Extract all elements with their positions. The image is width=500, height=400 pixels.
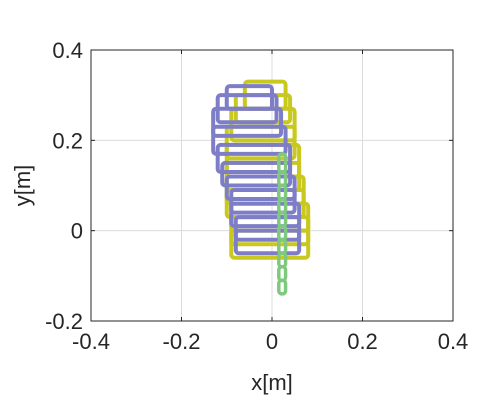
series-1-rect-6	[215, 142, 293, 174]
series-2-rect-8	[277, 170, 288, 188]
x-tick-label-4: 0.4	[438, 329, 469, 354]
series-2-rect-1	[277, 265, 288, 283]
series-2	[277, 152, 288, 296]
y-tick-label-3: 0.4	[52, 38, 83, 63]
series-1-rect-9	[215, 93, 279, 125]
series-2-rect-9	[277, 152, 288, 174]
x-tick-label-3: 0.2	[347, 329, 378, 354]
tick-layer: -0.4 -0.2 0 0.2 0.4-0.200.20.4	[45, 38, 468, 354]
series-1-rect-10	[224, 84, 274, 111]
x-axis-label: x[m]	[251, 370, 293, 395]
series-2-rect-5	[277, 210, 288, 228]
y-tick-label-0: -0.2	[45, 309, 83, 334]
y-axis-label: y[m]	[10, 165, 35, 207]
series-1-rect-3	[229, 188, 297, 215]
series-1-rect-4	[224, 174, 297, 202]
series-1-rect-7	[211, 124, 288, 156]
series-2-rect-0	[277, 278, 288, 296]
series-2-rect-3	[277, 237, 288, 255]
series-1-rect-0	[233, 228, 302, 256]
series-2-rect-4	[277, 224, 288, 242]
x-tick-label-1: -0.2	[163, 329, 201, 354]
x-tick-label-0: -0.4	[72, 329, 110, 354]
x-tick-label-2: 0	[266, 329, 278, 354]
series-2-rect-7	[277, 183, 288, 201]
series-1	[211, 84, 302, 256]
series-1-rect-2	[229, 201, 302, 229]
series-2-rect-6	[277, 197, 288, 215]
series-1-rect-1	[233, 215, 302, 242]
y-tick-label-2: 0.2	[52, 128, 83, 153]
y-tick-label-1: 0	[71, 219, 83, 244]
series-layer	[211, 79, 311, 296]
series-1-rect-5	[220, 160, 293, 188]
series-2-rect-2	[277, 251, 288, 269]
